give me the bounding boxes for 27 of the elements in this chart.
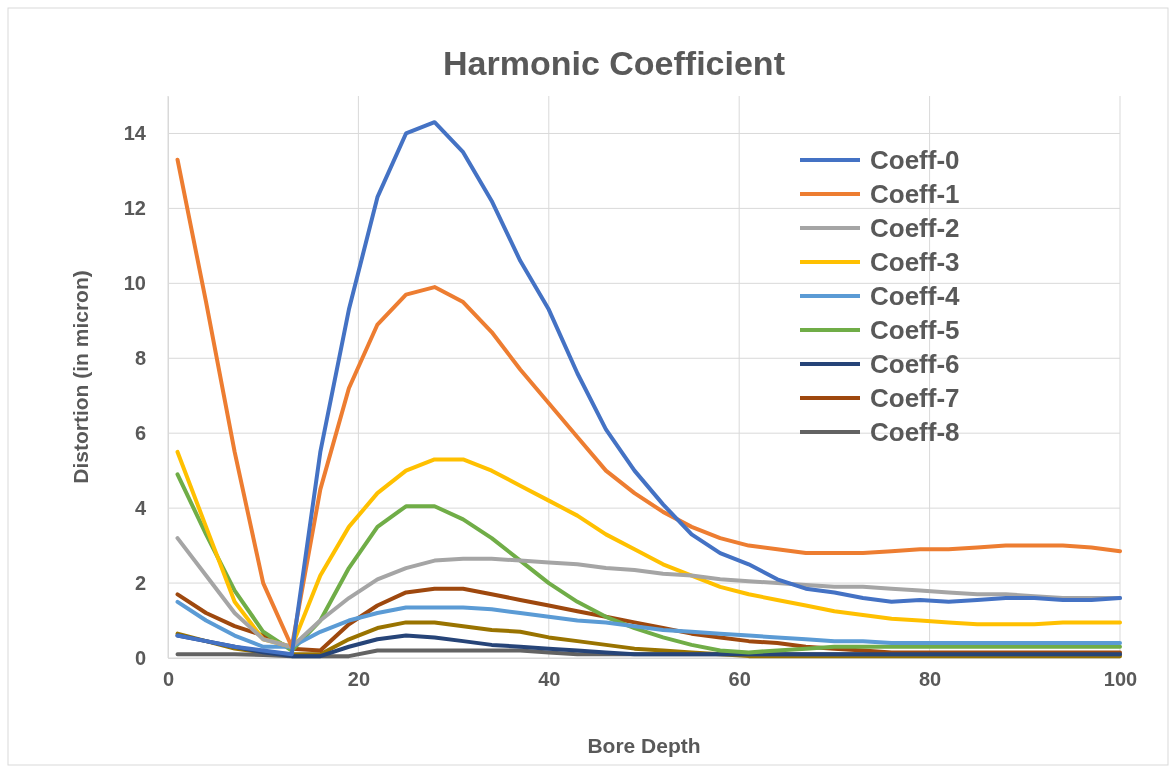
x-tick-label: 80 bbox=[918, 668, 942, 691]
y-tick-label: 4 bbox=[134, 497, 147, 520]
legend-label: Coeff-2 bbox=[870, 213, 960, 243]
y-tick-label: 2 bbox=[134, 571, 146, 594]
y-tick-label: 14 bbox=[123, 122, 147, 145]
legend-label: Coeff-4 bbox=[870, 281, 961, 311]
x-tick-label: 20 bbox=[347, 668, 371, 691]
legend-label: Coeff-7 bbox=[870, 383, 960, 413]
legend-label: Coeff-5 bbox=[870, 315, 960, 345]
chart-title: Harmonic Coefficient bbox=[443, 44, 785, 82]
x-tick-label: 100 bbox=[1103, 668, 1138, 691]
y-tick-label: 6 bbox=[134, 422, 146, 445]
y-tick-label: 10 bbox=[123, 272, 146, 295]
legend-label: Coeff-8 bbox=[870, 417, 960, 447]
legend-label: Coeff-1 bbox=[870, 179, 960, 209]
line-series bbox=[175, 599, 1122, 649]
x-tick-label: 40 bbox=[538, 668, 561, 691]
y-tick-label: 8 bbox=[134, 347, 146, 370]
y-tick-label: 12 bbox=[123, 197, 146, 220]
y-axis-title: Distortion (in micron) bbox=[69, 270, 92, 484]
x-axis-title: Bore Depth bbox=[587, 734, 701, 757]
x-tick-label: 60 bbox=[728, 668, 751, 691]
legend-label: Coeff-3 bbox=[870, 247, 960, 277]
x-tick-label: 0 bbox=[162, 668, 175, 691]
y-tick-label: 0 bbox=[134, 646, 146, 669]
legend-label: Coeff-6 bbox=[870, 349, 960, 379]
legend-label: Coeff-0 bbox=[870, 145, 960, 175]
